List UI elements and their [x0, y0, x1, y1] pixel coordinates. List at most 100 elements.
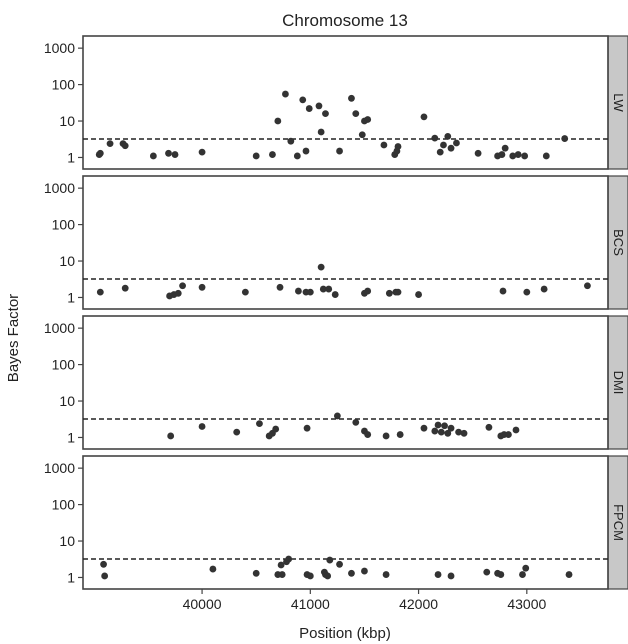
data-point [331, 291, 339, 298]
data-point [336, 560, 343, 568]
data-point [348, 569, 355, 577]
panel-strip-label: BCS [611, 229, 626, 256]
data-point [441, 422, 448, 430]
data-point [361, 567, 368, 575]
data-point [348, 94, 355, 102]
y-tick-label: 1 [67, 289, 75, 305]
data-point [101, 572, 109, 580]
data-point [522, 564, 530, 572]
data-point [431, 427, 439, 435]
data-point [512, 426, 520, 434]
panel-frame [82, 175, 609, 310]
data-point [278, 571, 286, 578]
data-point [287, 137, 295, 145]
y-tick-label: 1 [67, 429, 75, 445]
x-tick-label: 42000 [399, 596, 438, 612]
y-tick-label: 1000 [44, 320, 75, 336]
panel-strip-label: DMI [611, 371, 626, 395]
data-point [396, 431, 404, 438]
x-tick-label: 41000 [291, 596, 330, 612]
y-axis-label: Bayes Factor [5, 294, 22, 382]
y-tick-label: 1000 [44, 180, 75, 196]
data-point [293, 152, 301, 160]
data-point [198, 148, 206, 156]
data-point [171, 151, 179, 158]
data-point [317, 263, 325, 271]
data-point [437, 428, 445, 436]
data-point [364, 431, 372, 438]
data-point [306, 572, 314, 580]
data-point [252, 569, 260, 577]
y-tick-label: 10 [59, 253, 75, 269]
data-point [277, 561, 285, 569]
data-point [276, 283, 284, 291]
data-point [319, 285, 327, 293]
data-point [521, 152, 529, 160]
data-point [498, 151, 506, 158]
data-point [121, 142, 129, 150]
data-point [505, 431, 512, 438]
data-point [209, 565, 217, 573]
data-point [274, 117, 282, 125]
data-point [519, 571, 526, 578]
data-point [322, 110, 329, 117]
data-point [302, 147, 310, 155]
x-axis-label: Position (kbp) [299, 625, 391, 642]
data-point [100, 560, 107, 568]
data-point [315, 102, 323, 110]
data-point [336, 147, 343, 155]
data-point [382, 571, 390, 578]
data-point [447, 572, 455, 580]
panel-strip-label: LW [611, 93, 626, 112]
y-tick-label: 100 [52, 77, 76, 93]
data-point [565, 571, 573, 578]
data-point [431, 134, 439, 142]
y-tick-label: 1000 [44, 460, 75, 476]
y-tick-label: 10 [59, 533, 75, 549]
data-point [460, 429, 468, 437]
data-point [455, 428, 463, 436]
data-point [382, 432, 390, 440]
data-point [96, 149, 104, 157]
data-point [317, 128, 325, 136]
data-point [121, 284, 129, 292]
data-point [394, 143, 402, 150]
panel-frame [82, 455, 609, 590]
data-point [285, 555, 293, 563]
data-point [174, 289, 182, 297]
panel-frame [82, 35, 609, 170]
data-point [106, 140, 114, 148]
data-point [514, 151, 522, 158]
data-point [415, 291, 422, 298]
data-point [324, 572, 332, 580]
panel-lw: LW 1 10 100 1000 [44, 35, 628, 170]
y-tick-label: 1000 [44, 40, 75, 56]
data-point [256, 420, 263, 428]
panel-fpcm: FPCM 1 10 100 1000 [44, 455, 628, 590]
data-point [394, 288, 402, 296]
x-tick-label: 40000 [183, 596, 222, 612]
data-point [306, 288, 314, 296]
data-point [501, 144, 509, 152]
data-point [325, 285, 333, 293]
y-tick-label: 100 [52, 217, 76, 233]
panel-dmi: DMI 1 10 100 1000 [44, 315, 628, 450]
data-point [485, 423, 493, 431]
data-point [509, 152, 517, 160]
data-point [542, 152, 550, 160]
y-tick-label: 1 [67, 149, 75, 165]
data-point [364, 287, 372, 295]
data-point [364, 116, 372, 123]
data-point [434, 571, 442, 578]
data-point [272, 425, 280, 433]
data-point [380, 141, 388, 149]
data-point [299, 96, 307, 104]
data-point [352, 110, 360, 117]
data-point [149, 152, 157, 160]
data-point [303, 424, 311, 432]
data-point [420, 424, 428, 432]
data-point [453, 139, 460, 147]
data-point [561, 135, 569, 142]
data-point [305, 105, 313, 112]
data-point [252, 152, 260, 160]
